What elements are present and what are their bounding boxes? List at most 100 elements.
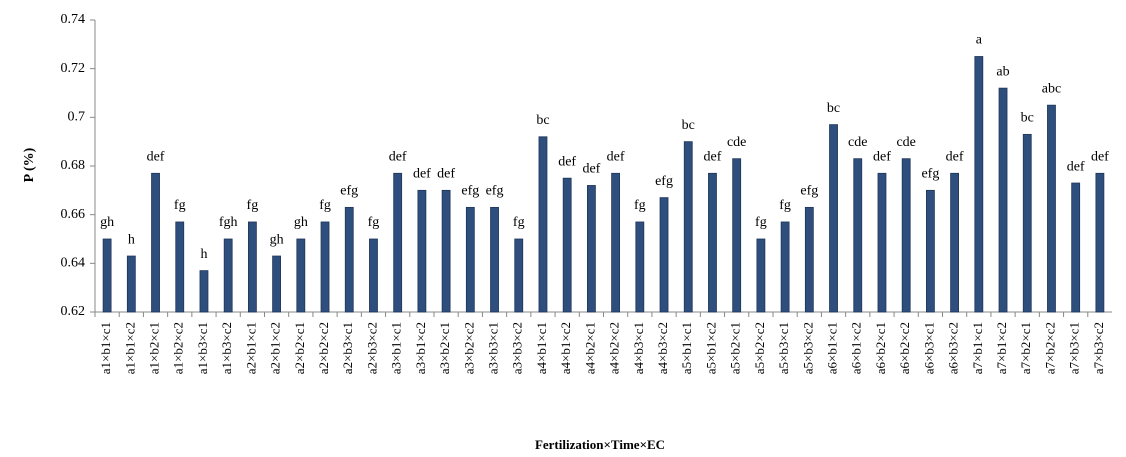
bar [804, 206, 814, 313]
bar [1071, 182, 1081, 313]
annotation: def [704, 150, 722, 165]
bar [635, 221, 645, 313]
annotation: def [946, 150, 964, 165]
annotation: fg [319, 198, 331, 213]
annotation: fg [634, 198, 646, 213]
annotation: gh [270, 232, 284, 247]
x-tick-label: a5×b1×c1 [679, 322, 694, 374]
x-tick-label: a3×b1×c1 [389, 322, 404, 374]
bar [151, 172, 160, 313]
annotation: def [413, 167, 431, 182]
annotation: def [437, 167, 455, 182]
annotation: bc [536, 113, 549, 128]
x-tick-label: a4×b2×c1 [582, 322, 597, 374]
annotation: cde [848, 135, 867, 150]
bar [272, 255, 282, 313]
annotation: fg [368, 215, 380, 230]
annotation: fgh [219, 215, 238, 230]
x-tick-label: a2×b3×c1 [340, 322, 355, 374]
bar [538, 136, 548, 313]
annotation: bc [682, 118, 695, 133]
bar [1022, 133, 1032, 313]
bar [853, 158, 863, 313]
bar [1047, 104, 1056, 313]
x-tick-label: a5×b2×c1 [728, 322, 743, 374]
bar [1095, 172, 1105, 313]
bar [102, 238, 112, 313]
annotation: def [873, 150, 891, 165]
x-tick-label: a6×b1×c2 [849, 322, 864, 374]
x-tick-label: a4×b1×c2 [558, 322, 573, 374]
annotation: fg [247, 198, 259, 213]
bar [611, 172, 621, 313]
x-tick-label: a6×b2×c1 [873, 322, 888, 374]
x-tick-label: a7×b3×c2 [1091, 322, 1106, 374]
x-tick-label: a1×b1×c1 [98, 322, 113, 374]
y-tick-label: 0.68 [61, 158, 86, 173]
bar [877, 172, 887, 313]
x-tick-label: a6×b1×c1 [825, 322, 840, 374]
x-tick-label: a5×b1×c2 [703, 322, 718, 374]
bar [175, 221, 185, 313]
bar [223, 238, 233, 313]
x-tick-label: a6×b3×c2 [946, 322, 961, 374]
x-tick-label: a5×b3×c1 [776, 322, 791, 374]
x-tick-label: a4×b2×c2 [607, 322, 622, 374]
x-axis-title: Fertilization×Time×EC [535, 437, 665, 452]
annotation: h [128, 232, 135, 247]
x-tick-label: a6×b3×c1 [921, 322, 936, 374]
bar [901, 158, 911, 313]
x-tick-label: a2×b2×c1 [292, 322, 307, 374]
annotation: def [558, 154, 576, 169]
x-tick-label: a5×b3×c2 [800, 322, 815, 374]
annotation: gh [294, 215, 308, 230]
x-tick-label: a3×b3×c1 [486, 322, 501, 374]
x-tick-label: a7×b3×c1 [1067, 322, 1082, 374]
annotation: cde [896, 135, 915, 150]
bar [925, 189, 935, 313]
annotation: efg [921, 167, 939, 182]
x-tick-label: a7×b1×c1 [970, 322, 985, 374]
annotation: ab [996, 64, 1009, 79]
annotation: def [389, 150, 407, 165]
x-tick-label: a1×b2×c2 [171, 322, 186, 374]
x-tick-label: a3×b2×c1 [437, 322, 452, 374]
bar [683, 141, 693, 313]
bar [490, 206, 499, 313]
bar [465, 206, 475, 313]
x-tick-label: a5×b2×c2 [752, 322, 767, 374]
y-tick-label: 0.62 [61, 304, 86, 319]
x-tick-label: a7×b2×c1 [1018, 322, 1033, 374]
bar [199, 270, 209, 313]
x-tick-label: a2×b3×c2 [364, 322, 379, 374]
bar [126, 255, 136, 313]
bar [732, 158, 742, 313]
x-tick-label: a7×b2×c2 [1042, 322, 1057, 374]
x-tick-label: a3×b3×c2 [510, 322, 525, 374]
annotation: fg [174, 198, 186, 213]
bar [950, 172, 960, 313]
bar [659, 197, 669, 313]
y-tick-label: 0.64 [61, 256, 86, 271]
bar [441, 189, 451, 313]
bar [562, 177, 572, 313]
y-tick-label: 0.7 [68, 110, 86, 125]
annotation: h [200, 247, 207, 262]
bar [320, 221, 330, 313]
bar [586, 185, 596, 313]
bar [829, 124, 838, 313]
bar [756, 238, 766, 313]
annotation: cde [727, 135, 746, 150]
x-tick-label: a6×b2×c2 [897, 322, 912, 374]
x-tick-label: a1×b3×c1 [195, 322, 210, 374]
annotation: def [1091, 150, 1109, 165]
bar [514, 238, 524, 313]
x-tick-label: a4×b3×c2 [655, 322, 670, 374]
annotation: gh [100, 215, 114, 230]
x-tick-label: a3×b2×c2 [461, 322, 476, 374]
x-tick-label: a7×b1×c2 [994, 322, 1009, 374]
x-tick-label: a4×b1×c1 [534, 322, 549, 374]
bar [708, 172, 717, 313]
annotation: def [1067, 159, 1085, 174]
